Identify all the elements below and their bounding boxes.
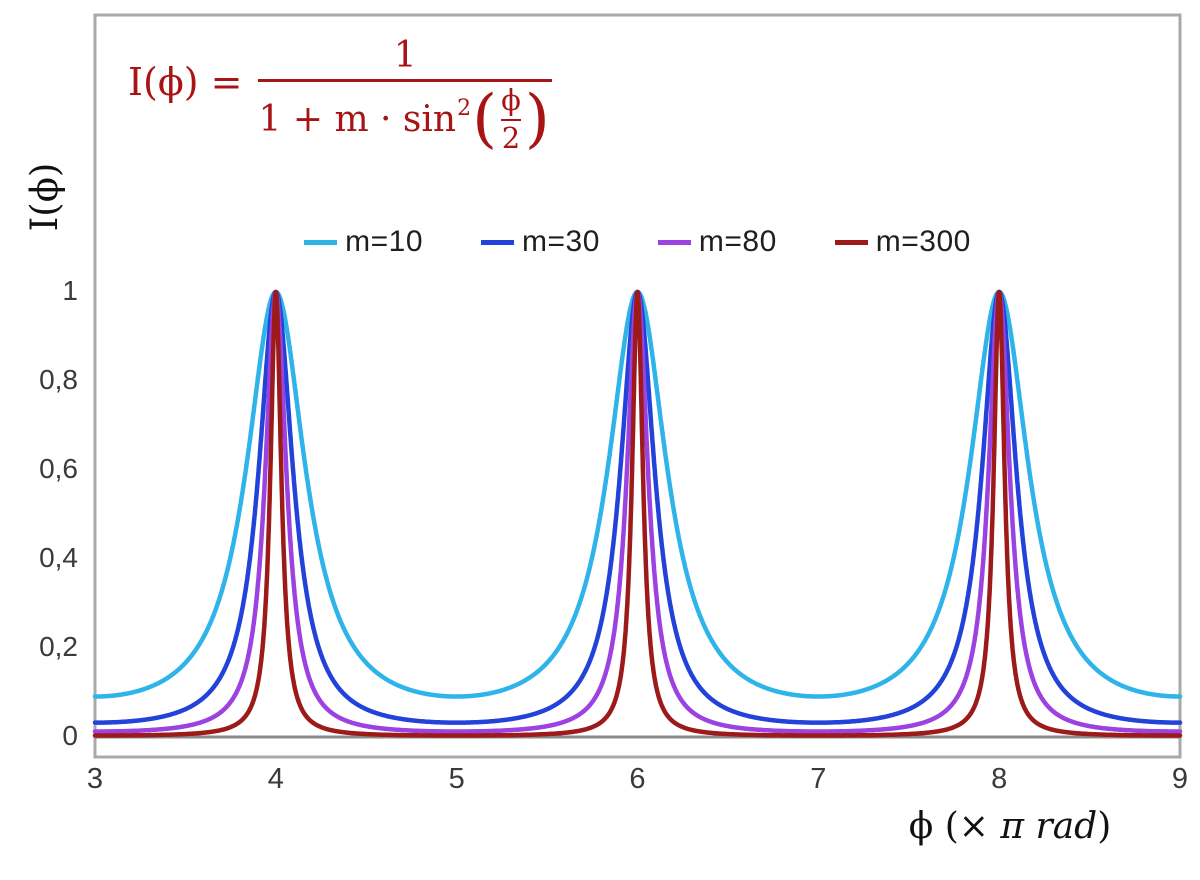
x-tick-label-8: 8	[991, 763, 1008, 795]
close-paren: )	[524, 82, 550, 157]
y-tick-label-0,4: 0,4	[39, 542, 78, 573]
x-tick-label-5: 5	[448, 763, 465, 795]
open-paren: (	[472, 82, 498, 157]
plot-area-frame	[93, 13, 1182, 759]
x-tick-label-3: 3	[86, 763, 104, 795]
fraction-bar	[258, 79, 552, 83]
legend-item-m=10: m=10	[304, 225, 423, 259]
legend-label: m=30	[522, 225, 600, 258]
inner-denominator: 2	[501, 120, 521, 155]
inner-numerator: ϕ	[501, 83, 521, 118]
inner-fraction-bar	[501, 118, 521, 121]
legend-label: m=10	[345, 225, 424, 258]
x-axis-title: ϕ (× π rad)	[880, 806, 1140, 847]
x-tick-label-7: 7	[810, 763, 827, 795]
formula-lhs: I(ϕ) =	[128, 60, 243, 104]
y-tick-label-0: 0	[62, 720, 78, 751]
legend-swatch	[304, 239, 338, 245]
curve-m=80	[92, 289, 1183, 734]
denominator-prefix: 1 + m · sin	[258, 98, 457, 140]
legend-label: m=300	[875, 225, 971, 258]
legend-swatch	[657, 239, 691, 245]
x-axis-title-post: )	[1097, 806, 1112, 847]
x-axis-title-pre: ϕ (×	[908, 806, 1001, 847]
legend-item-m=30: m=30	[481, 225, 600, 259]
x-tick-label-9: 9	[1171, 763, 1189, 795]
legend-item-m=300: m=300	[834, 225, 971, 259]
legend-swatch	[481, 239, 515, 245]
y-tick-label-1: 1	[62, 275, 78, 306]
formula-denominator: 1 + m · sin 2 ( ϕ 2 )	[258, 82, 550, 157]
x-axis-title-italic: π rad	[1000, 806, 1098, 847]
legend: m=10 m=30 m=80 m=300	[95, 225, 1180, 259]
y-tick-label-0,8: 0,8	[39, 364, 78, 395]
x-tick-label-6: 6	[629, 763, 646, 795]
y-tick-label-0,2: 0,2	[39, 631, 78, 662]
curve-m=30	[92, 289, 1183, 725]
phi-over-two-fraction: ϕ 2	[501, 83, 521, 155]
curves-group	[92, 289, 1183, 738]
y-tick-label-0,6: 0,6	[39, 453, 78, 484]
formula-annotation: I(ϕ) = 1 1 + m · sin 2 ( ϕ 2 )	[128, 34, 552, 155]
formula-numerator: 1	[393, 35, 417, 76]
x-tick-label-4: 4	[267, 763, 284, 795]
legend-label: m=80	[698, 225, 777, 258]
formula-fraction: 1 1 + m · sin 2 ( ϕ 2 )	[258, 34, 552, 157]
legend-swatch	[834, 239, 868, 245]
legend-item-m=80: m=80	[657, 225, 777, 259]
curve-m=300	[92, 289, 1183, 738]
y-axis-title: I(ϕ)	[23, 162, 66, 232]
